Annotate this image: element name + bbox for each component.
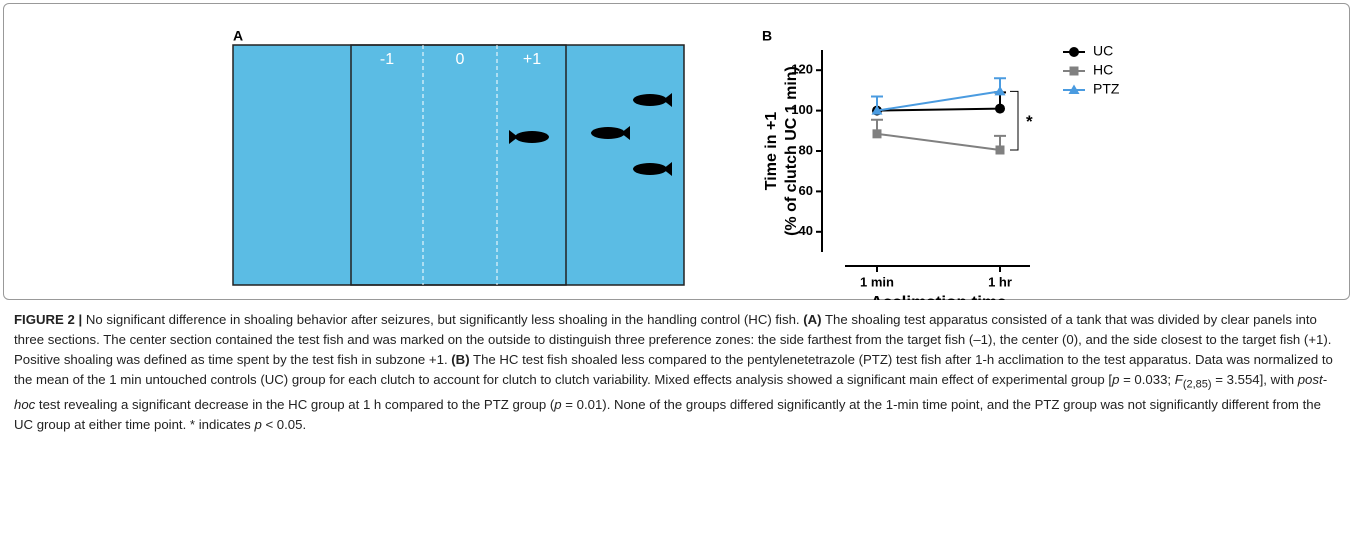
zone-label: 0 xyxy=(456,51,465,68)
caption-text: (B) xyxy=(451,352,470,367)
y-tick-label: 120 xyxy=(791,62,813,77)
caption-text: (A) xyxy=(803,312,822,327)
y-tick-label: 100 xyxy=(791,102,813,117)
legend-marker xyxy=(1069,47,1079,57)
caption-text: No significant difference in shoaling be… xyxy=(82,312,804,327)
caption-text: < 0.05. xyxy=(261,416,307,432)
marker xyxy=(872,129,882,139)
marker xyxy=(995,103,1005,114)
y-tick-label: 60 xyxy=(799,183,813,198)
caption-text: F xyxy=(1174,372,1183,387)
target-fish xyxy=(591,126,630,140)
caption-text: test revealing a significant decrease in… xyxy=(35,396,555,412)
x-axis-label: Acclimation time xyxy=(870,292,1006,300)
caption-text: p xyxy=(1112,372,1120,387)
y-tick-label: 40 xyxy=(799,223,813,238)
legend-marker xyxy=(1069,66,1079,76)
caption-text: (2,85) xyxy=(1182,378,1212,391)
x-tick-label: 1 min xyxy=(860,274,894,289)
marker xyxy=(994,85,1006,96)
caption-text: FIGURE 2 | xyxy=(14,312,83,327)
legend-label: HC xyxy=(1093,62,1113,78)
caption: FIGURE 2 | No significant difference in … xyxy=(14,310,1339,435)
significance-bracket xyxy=(1010,90,1019,151)
target-fish xyxy=(633,93,672,107)
caption-text: The HC test fish shoaled less compared t… xyxy=(14,352,1333,387)
zone-label: +1 xyxy=(523,51,541,68)
center-section xyxy=(350,44,567,286)
caption-text: p xyxy=(554,396,562,412)
caption-text: p xyxy=(254,416,262,432)
series-line xyxy=(876,132,1001,151)
caption-text: = 0.033; xyxy=(1119,372,1175,387)
y-tick-label: 80 xyxy=(799,142,813,157)
series-line xyxy=(876,90,1001,112)
caption-text: = 0.01). None of the groups differed sig… xyxy=(14,396,1321,432)
marker xyxy=(871,105,883,115)
target-fish xyxy=(633,162,672,176)
tank xyxy=(232,44,685,286)
y-axis-label: (% of clutch UC 1 min) xyxy=(783,66,800,236)
panel-label: A xyxy=(233,28,243,44)
legend-label: UC xyxy=(1093,43,1113,59)
caption-text: The shoaling test apparatus consisted of… xyxy=(14,312,1332,367)
x-tick-label: 1 hr xyxy=(988,274,1012,289)
panel-label: B xyxy=(762,28,772,44)
caption-text: post-hoc xyxy=(14,372,1328,412)
annotation: * xyxy=(1026,112,1033,131)
zone-label: -1 xyxy=(380,51,394,68)
legend-marker xyxy=(1068,84,1080,94)
y-axis-label: Time in +1 xyxy=(763,112,780,191)
series-line xyxy=(876,107,1001,112)
figure: A -1 0 +1 B 40 60 80 100 120 1 min 1 hr Acclima… xyxy=(232,28,1120,300)
figure-frame xyxy=(3,3,1350,300)
legend-label: PTZ xyxy=(1093,81,1120,97)
test-fish xyxy=(509,130,549,144)
caption-text: = 3.554], with xyxy=(1211,372,1298,387)
marker xyxy=(995,145,1005,155)
